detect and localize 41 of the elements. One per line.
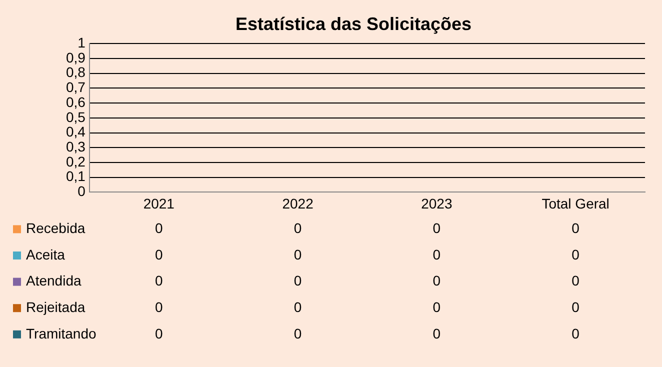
legend-label: Aceita — [26, 246, 66, 262]
data-label: 0 — [572, 220, 580, 236]
data-label: 0 — [155, 298, 164, 315]
y-tick-label: 0,8 — [66, 64, 86, 80]
data-label: 0 — [155, 220, 164, 236]
x-tick-label: 2021 — [143, 195, 175, 212]
y-tick-label: 0,1 — [66, 168, 86, 184]
data-label: 0 — [572, 246, 580, 262]
data-label: 0 — [155, 272, 164, 289]
y-tick-label: 0,7 — [66, 79, 86, 96]
data-label: 0 — [432, 220, 441, 236]
legend-label: Tramitando — [26, 325, 96, 342]
y-tick-label: 0,6 — [66, 94, 86, 110]
legend-label: Rejeitada — [26, 298, 86, 315]
x-tick-label: Total Geral — [542, 195, 610, 212]
data-label: 0 — [294, 220, 302, 236]
data-label: 0 — [294, 298, 302, 315]
y-tick-label: 0,9 — [66, 49, 86, 66]
data-label: 0 — [572, 298, 580, 315]
y-tick-label: 0,3 — [66, 138, 86, 154]
data-label: 0 — [294, 325, 302, 342]
y-tick-label: 1 — [78, 34, 86, 50]
data-label: 0 — [432, 298, 441, 315]
data-label: 0 — [432, 246, 441, 262]
data-label: 0 — [572, 325, 580, 342]
data-label: 0 — [155, 246, 164, 262]
y-tick-label: 0,5 — [66, 108, 86, 125]
x-tick-label: 2022 — [282, 195, 314, 212]
data-label: 0 — [432, 272, 441, 289]
chart-title: Estatística das Solicitações — [235, 14, 472, 34]
data-label: 0 — [572, 272, 580, 289]
legend-label: Atendida — [26, 272, 82, 289]
legend-label: Recebida — [26, 220, 86, 236]
y-tick-label: 0,2 — [66, 153, 86, 170]
y-tick-label: 0 — [78, 183, 86, 200]
data-label: 0 — [432, 325, 441, 342]
y-tick-label: 0,4 — [66, 124, 86, 140]
data-label: 0 — [155, 325, 164, 342]
data-label: 0 — [294, 272, 302, 289]
data-label: 0 — [294, 246, 302, 262]
x-tick-label: 2023 — [421, 195, 452, 212]
